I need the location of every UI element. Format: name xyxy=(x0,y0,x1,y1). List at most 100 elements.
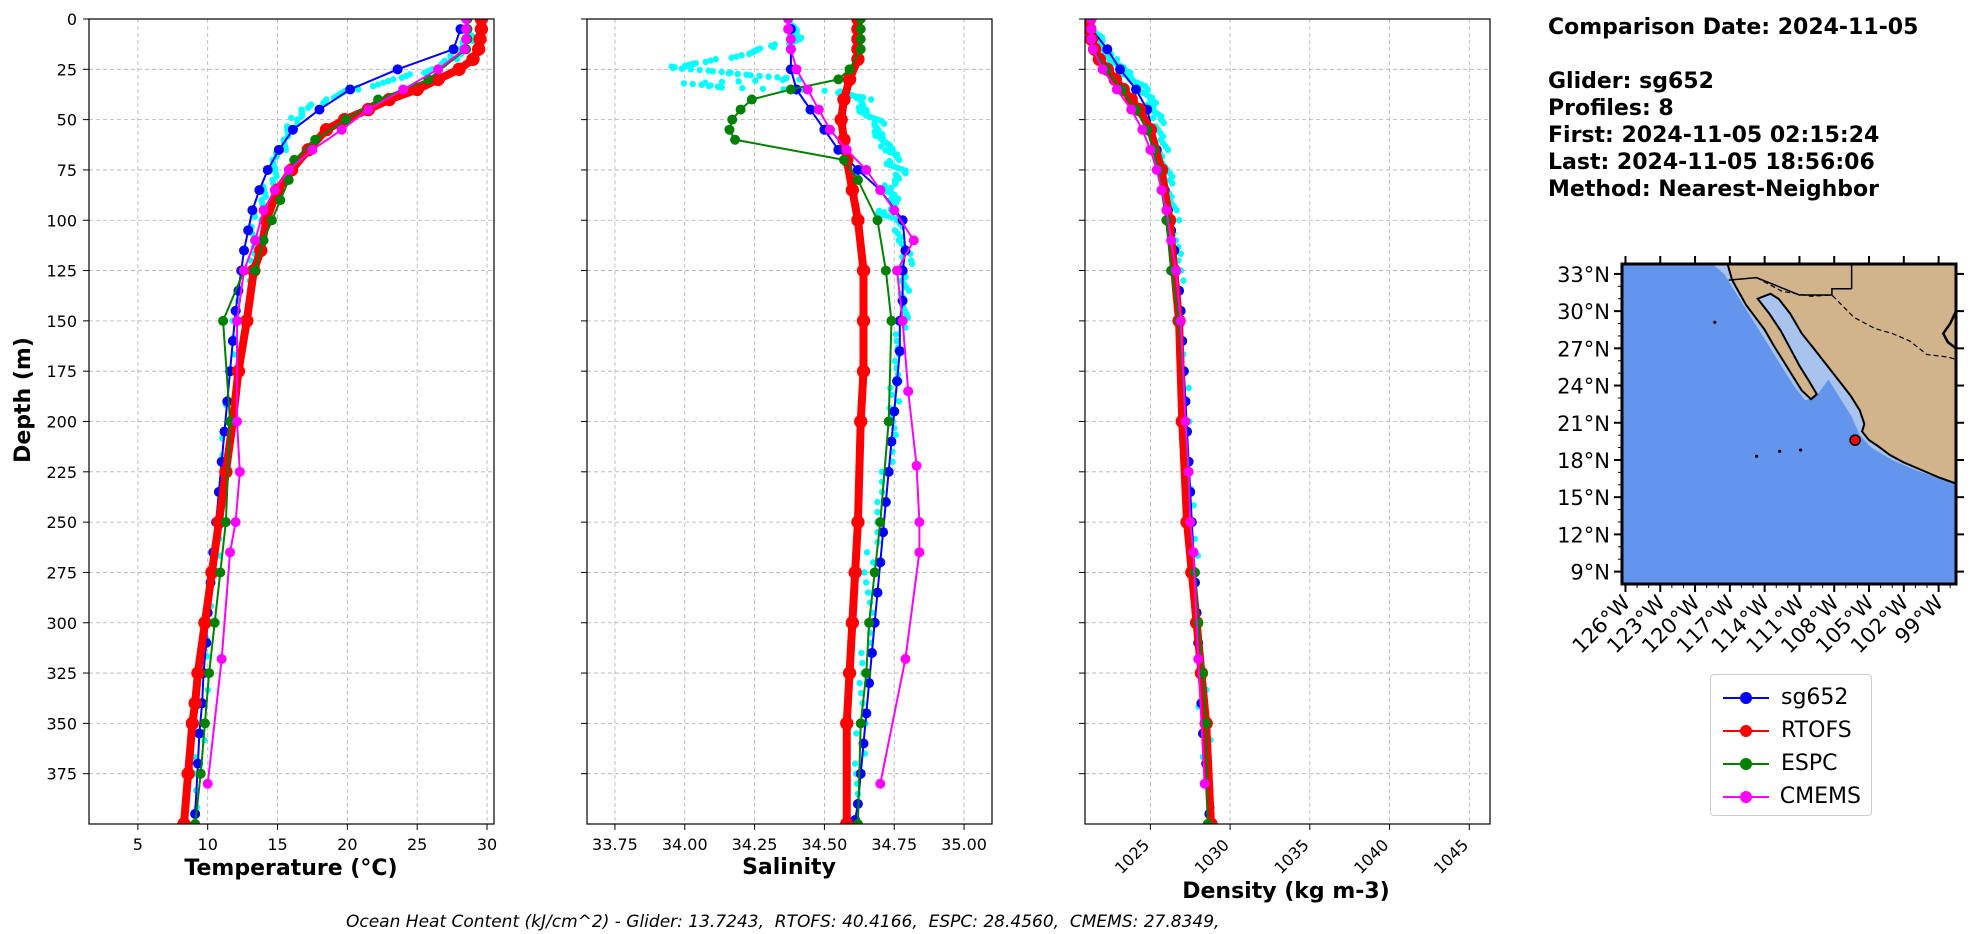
glider-observation-point xyxy=(687,66,694,73)
glider-observation-point xyxy=(892,331,900,338)
series-point-espc xyxy=(852,819,863,824)
x-tick-label: 1030 xyxy=(1191,835,1233,877)
glider-observation-point xyxy=(385,77,392,85)
series-point-sg652 xyxy=(190,808,201,819)
series-point-rtofs xyxy=(231,364,246,378)
series-point-cmems xyxy=(398,84,409,95)
series-point-rtofs xyxy=(840,817,854,824)
glider-observation-point xyxy=(718,84,725,91)
glider-observation-point xyxy=(733,53,740,60)
series-point-cmems xyxy=(861,164,872,175)
series-point-cmems xyxy=(1193,653,1204,664)
series-point-espc xyxy=(724,124,735,135)
series-point-rtofs xyxy=(319,123,334,137)
series-point-rtofs xyxy=(842,72,857,87)
series-point-sg652 xyxy=(886,436,897,447)
x-tick-label: 1040 xyxy=(1350,835,1392,877)
series-point-cmems xyxy=(1111,84,1122,95)
series-point-espc xyxy=(1201,718,1212,729)
series-point-rtofs xyxy=(471,42,486,56)
series-point-espc xyxy=(886,315,897,326)
series-point-espc xyxy=(855,19,866,24)
glider-observation-point xyxy=(892,180,899,188)
series-point-cmems xyxy=(433,64,444,75)
series-point-sg652 xyxy=(878,527,889,538)
series-point-rtofs xyxy=(474,22,489,36)
series-point-sg652 xyxy=(448,44,459,55)
glider-observation-point xyxy=(765,73,772,80)
density-axis-label: Density (kg m-3) xyxy=(1182,879,1390,904)
series-point-rtofs xyxy=(848,565,862,580)
glider-observation-point xyxy=(707,57,714,64)
legend-marker-sg652 xyxy=(1723,691,1769,704)
series-point-espc xyxy=(215,567,226,578)
profile-count: Profiles: 8 xyxy=(1548,96,1674,121)
glider-observation-point xyxy=(680,80,687,87)
glider-observation-point xyxy=(770,43,777,51)
glider-observation-point xyxy=(905,287,913,294)
series-point-sg652 xyxy=(227,336,238,346)
location-map: 33°N30°N27°N24°N21°N18°N15°N12°N9°N126°W… xyxy=(1557,256,1964,658)
state-border xyxy=(1756,277,1956,361)
series-point-espc xyxy=(861,668,872,679)
series-point-cmems xyxy=(825,124,835,135)
glider-observation-point xyxy=(1175,217,1183,224)
series-point-cmems xyxy=(202,778,213,789)
series-point-espc xyxy=(1202,819,1213,824)
series-point-rtofs xyxy=(185,716,200,731)
interpolation-method: Method: Nearest-Neighbor xyxy=(1548,177,1879,202)
series-point-cmems xyxy=(250,235,261,246)
series-point-rtofs xyxy=(240,314,254,328)
series-point-rtofs xyxy=(856,263,871,278)
glider-observation-point xyxy=(874,508,881,516)
series-point-cmems xyxy=(903,386,914,397)
series-point-cmems xyxy=(461,19,472,24)
glider-observation-point xyxy=(298,113,306,120)
series-point-rtofs xyxy=(856,364,871,378)
temperature-panel: 5 10 15 20 25 3002550751001251501752002252502… xyxy=(46,10,497,854)
series-point-cmems xyxy=(1199,778,1210,789)
glider-observation-point xyxy=(869,559,877,566)
series-point-rtofs xyxy=(851,52,865,66)
y-tick-label: 350 xyxy=(46,714,77,733)
series-point-cmems xyxy=(1097,64,1108,75)
series-point-cmems xyxy=(1126,104,1137,115)
y-tick-label: 150 xyxy=(46,312,77,331)
legend-marker-rtofs xyxy=(1723,724,1769,737)
series-point-espc xyxy=(727,114,738,125)
series-point-espc xyxy=(730,134,741,145)
x-tick-label: 34.50 xyxy=(802,835,848,854)
series-point-espc xyxy=(1197,668,1208,679)
series-line-espc xyxy=(194,19,469,824)
series-point-sg652 xyxy=(852,164,863,175)
glider-observation-point xyxy=(752,77,759,84)
y-tick-label: 200 xyxy=(46,413,77,432)
glider-observation-point xyxy=(853,730,860,737)
glider-observation-point xyxy=(738,52,745,59)
glider-observation-point xyxy=(735,78,742,85)
series-point-sg652 xyxy=(866,647,877,658)
series-point-espc xyxy=(875,517,886,528)
series-point-espc xyxy=(275,195,286,206)
glider-observation-point xyxy=(718,78,726,86)
series-point-rtofs xyxy=(834,112,848,127)
temperature-axis-label: Temperature (°C) xyxy=(184,856,397,881)
series-point-sg652 xyxy=(262,164,273,175)
series-point-espc xyxy=(283,175,294,185)
series-point-cmems xyxy=(841,144,852,155)
glider-observation-point xyxy=(864,589,872,596)
series-point-espc xyxy=(844,64,855,75)
glider-observation-point xyxy=(862,579,870,586)
series-point-espc xyxy=(735,104,746,115)
legend-entry-sg652: sg652 xyxy=(1721,681,1861,714)
glider-observation-point xyxy=(739,84,746,92)
glider-location-marker xyxy=(1849,434,1861,446)
glider-observation-point xyxy=(696,66,703,74)
legend-entry-cmems: CMEMS xyxy=(1721,780,1861,813)
x-tick-label: 34.00 xyxy=(662,835,708,854)
series-point-cmems xyxy=(900,653,911,664)
glider-observation-point xyxy=(421,69,428,76)
y-tick-label: 375 xyxy=(46,765,77,784)
series-point-cmems xyxy=(1170,265,1181,276)
series-point-sg652 xyxy=(1102,44,1113,55)
